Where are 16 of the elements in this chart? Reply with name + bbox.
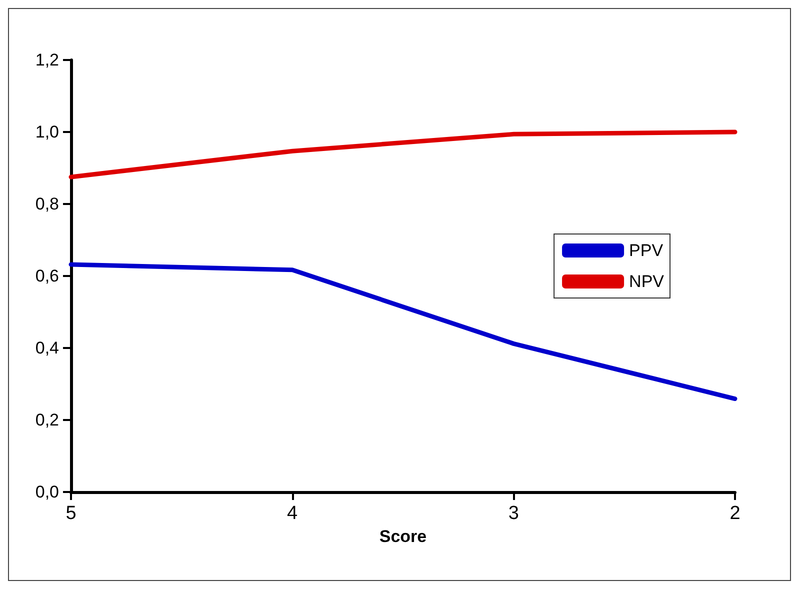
y-tick-label: 1,0 — [35, 122, 59, 142]
line-series — [68, 130, 738, 180]
legend-label: PPV — [629, 241, 664, 260]
y-tick-label: 0,4 — [35, 338, 59, 358]
x-tick-label: 2 — [730, 503, 740, 524]
y-tick-label: 0,0 — [35, 482, 59, 502]
y-tick-label: 0,2 — [35, 410, 59, 430]
x-tick-label: 3 — [508, 503, 519, 524]
y-tick-label: 0,8 — [35, 194, 59, 214]
x-tick-label: 5 — [66, 503, 76, 524]
y-tick-label: 0,6 — [35, 266, 59, 286]
legend-label: NPV — [629, 272, 665, 291]
x-axis-title: Score — [379, 526, 427, 546]
x-tick-label: 4 — [287, 503, 298, 524]
line-series — [68, 262, 738, 402]
y-tick-label: 1,2 — [35, 50, 59, 70]
